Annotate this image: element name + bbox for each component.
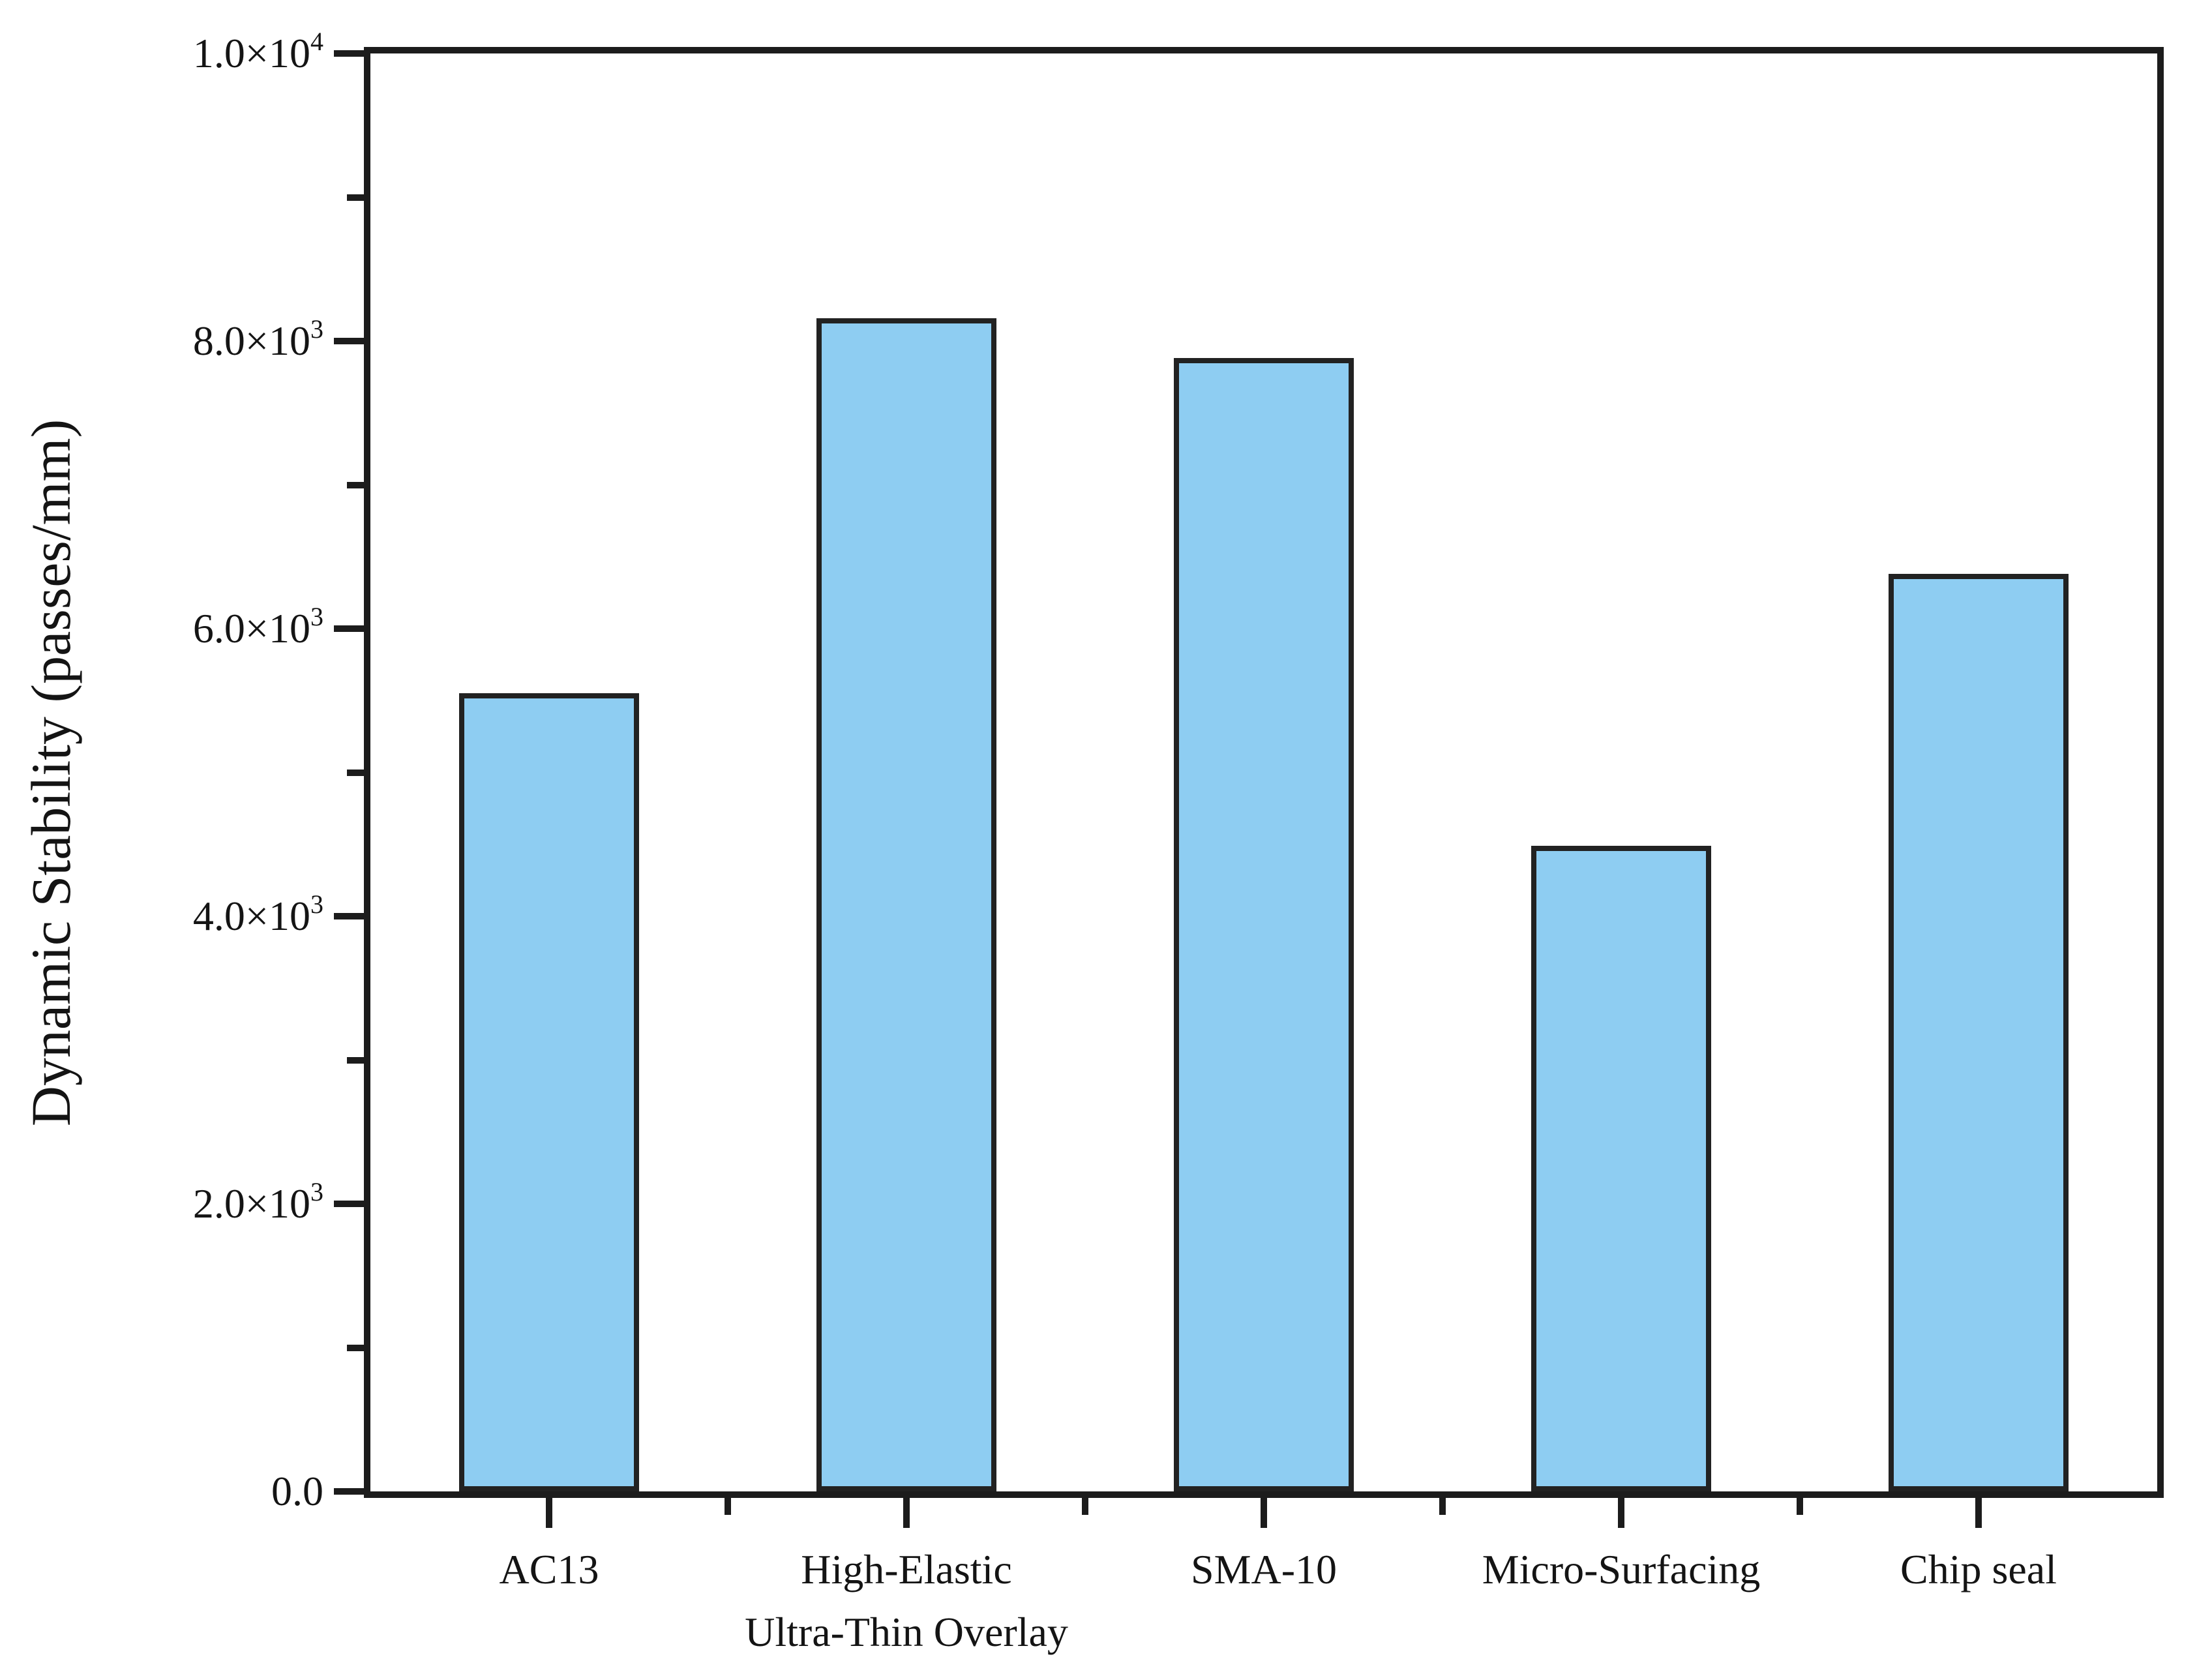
y-major-tick	[334, 625, 364, 632]
x-minor-tick	[1439, 1498, 1446, 1515]
bar-micro-surfacing	[1531, 845, 1711, 1491]
y-minor-tick	[347, 1344, 364, 1351]
x-minor-tick	[1797, 1498, 1803, 1515]
y-major-tick	[334, 338, 364, 344]
x-major-tick	[546, 1498, 552, 1528]
x-major-tick	[1618, 1498, 1624, 1528]
y-tick-label: 1.0×104	[192, 27, 323, 77]
y-major-tick	[334, 913, 364, 919]
y-tick-label: 4.0×103	[192, 889, 323, 940]
bar-ac13	[459, 693, 639, 1491]
y-minor-tick	[347, 194, 364, 201]
x-tick-label: Chip seal	[1900, 1546, 2057, 1592]
y-major-tick	[334, 1201, 364, 1207]
y-tick-label: 6.0×103	[192, 602, 323, 652]
x-tick-label: AC13	[499, 1546, 599, 1592]
y-major-tick	[334, 1488, 364, 1495]
y-tick-label: 2.0×103	[192, 1177, 323, 1227]
x-major-tick	[1261, 1498, 1267, 1528]
bar-chip-seal	[1889, 574, 2069, 1491]
y-major-tick	[334, 50, 364, 57]
x-tick-label: High-Elastic Ultra-Thin Overlay	[745, 1546, 1068, 1655]
x-minor-tick	[1082, 1498, 1088, 1515]
y-minor-tick	[347, 769, 364, 776]
x-major-tick	[903, 1498, 910, 1528]
y-axis-title: Dynamic Stability (passes/mm)	[20, 419, 82, 1126]
bar-high-elastic	[816, 318, 996, 1491]
bar-sma-10	[1174, 358, 1354, 1491]
y-tick-label: 0.0	[271, 1468, 323, 1514]
y-minor-tick	[347, 481, 364, 488]
x-tick-label: Micro-Surfacing	[1482, 1546, 1761, 1592]
x-tick-label: SMA-10	[1190, 1546, 1338, 1592]
x-major-tick	[1975, 1498, 1982, 1528]
y-tick-label: 8.0×103	[192, 314, 323, 365]
plot-area	[364, 47, 2164, 1498]
y-minor-tick	[347, 1056, 364, 1064]
x-minor-tick	[725, 1498, 731, 1515]
